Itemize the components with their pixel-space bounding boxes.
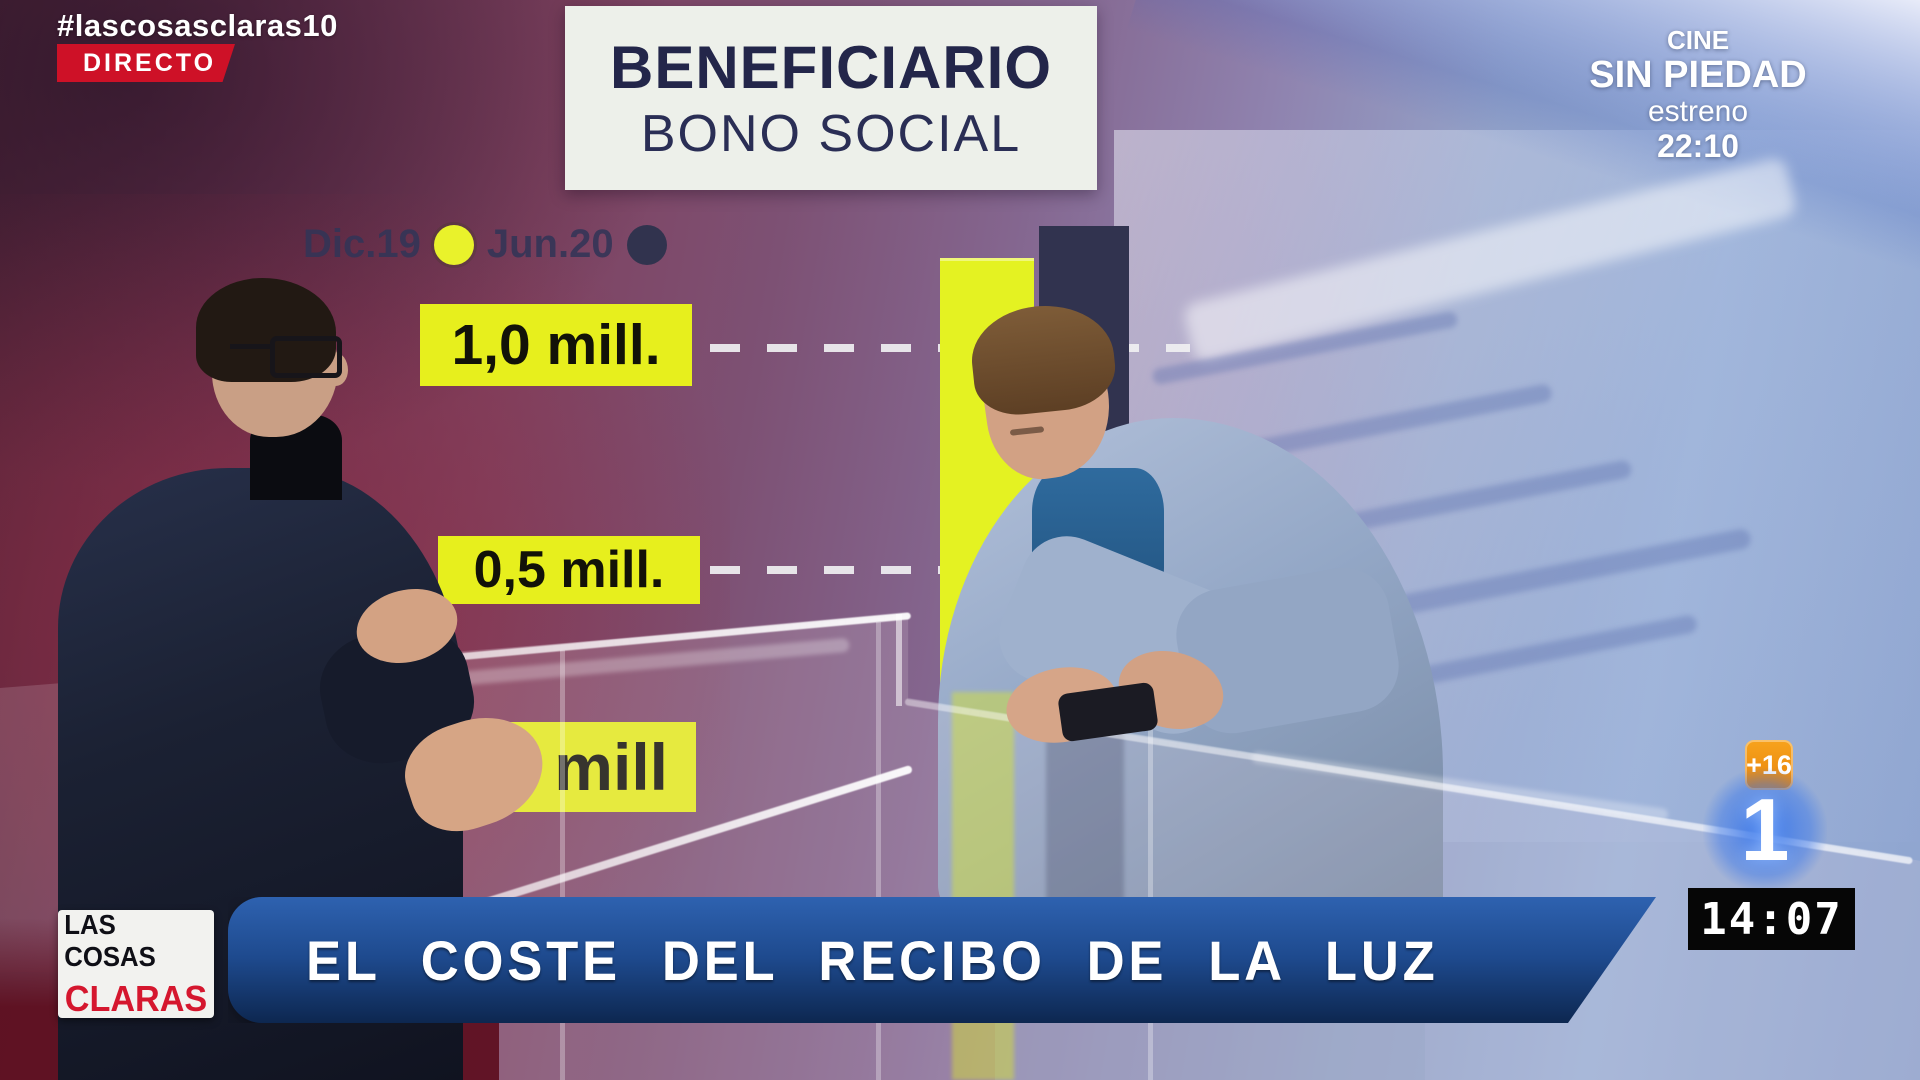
- chart-title-card: BENEFICIARIO BONO SOCIAL: [565, 6, 1097, 190]
- chart-title-line2: BONO SOCIAL: [640, 104, 1022, 163]
- chart-legend: Dic.19 Jun.20: [303, 222, 667, 267]
- clock: 14:07: [1688, 888, 1855, 950]
- lower-third-banner: EL COSTE DEL RECIBO DE LA LUZ: [228, 897, 1656, 1023]
- legend-label-jun20: Jun.20: [486, 222, 614, 266]
- legend-dot-navy-icon: [626, 224, 667, 265]
- lower-third-headline: EL COSTE DEL RECIBO DE LA LUZ: [306, 928, 1439, 992]
- live-badge-label: DIRECTO: [83, 48, 217, 77]
- legend-label-dic19: Dic.19: [303, 222, 421, 266]
- desk-corner-post: [896, 614, 902, 706]
- show-logo-line2: CLARAS: [64, 977, 208, 1019]
- show-logo-line1: LAS COSAS: [64, 908, 156, 972]
- hashtag-label: #lascosasclaras10: [57, 8, 338, 43]
- show-logo: LAS COSAS CLARAS: [58, 908, 214, 1019]
- presenter-glasses: [270, 336, 342, 378]
- desk-glass-seam: [876, 622, 881, 1080]
- channel-number: 1: [1740, 780, 1790, 879]
- promo-title: SIN PIEDAD: [1589, 54, 1807, 96]
- promo-genre: CINE: [1666, 25, 1730, 55]
- promo-block: CINE SIN PIEDAD estreno 22:10: [1548, 26, 1848, 164]
- desk-glass-seam: [560, 650, 565, 1080]
- ytick-1-0-mill: 1,0 mill.: [420, 304, 692, 386]
- promo-time: 22:10: [1657, 128, 1739, 164]
- presenter-hair: [196, 278, 336, 382]
- channel-logo: 1: [1703, 768, 1827, 892]
- desk-glass-seam: [1148, 700, 1153, 1080]
- chart-title-line1: BENEFICIARIO: [609, 33, 1053, 101]
- legend-dot-yellow-icon: [433, 224, 474, 265]
- promo-subtitle: estreno: [1647, 95, 1749, 128]
- live-badge: DIRECTO: [57, 44, 235, 82]
- ytick-0-5-mill: 0,5 mill.: [438, 536, 700, 604]
- presenter-glasses-arm: [230, 344, 272, 349]
